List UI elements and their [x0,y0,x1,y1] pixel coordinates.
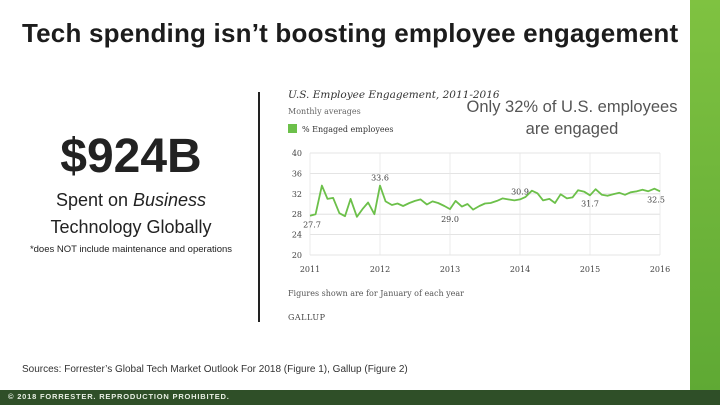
chart-title: U.S. Employee Engagement, 2011-2016 [288,89,500,101]
engagement-callout: Only 32% of U.S. employees are engaged [466,98,678,138]
chart-note: Figures shown are for January of each ye… [288,289,464,298]
copyright-text: © 2018 FORRESTER. REPRODUCTION PROHIBITE… [8,392,230,401]
spending-description-line2: Technology Globally [50,217,212,237]
spent-prefix: Spent on [55,190,133,210]
footnote: *does NOT include maintenance and operat… [29,244,233,255]
data-label: 33.6 [371,174,389,183]
data-label: 27.7 [303,221,321,230]
gallup-logo: GALLUP [288,313,326,322]
spent-emphasis: Business [133,190,207,210]
data-label: 32.5 [647,195,665,204]
x-tick-label: 2016 [650,265,670,274]
footer-bar: © 2018 FORRESTER. REPRODUCTION PROHIBITE… [0,390,720,405]
green-accent-bar [690,0,720,390]
spending-description-line1: Spent on Business [0,190,262,211]
y-tick-label: 32 [292,190,302,199]
y-tick-label: 40 [292,149,302,158]
stat-panel: $924B Spent on Business Technology Globa… [0,130,262,255]
y-tick-label: 28 [292,210,302,219]
x-tick-label: 2014 [510,265,530,274]
sources-note: Sources: Forrester’s Global Tech Market … [22,364,408,375]
legend-label: % Engaged employees [302,125,393,134]
engagement-chart: U.S. Employee Engagement, 2011-2016 Month… [288,89,670,322]
chart-subtitle: Monthly averages [288,107,361,116]
y-tick-label: 24 [292,231,302,240]
spending-amount: $924B [60,130,202,183]
data-label: 31.7 [581,199,599,208]
data-label: 29.0 [441,215,459,224]
series-line [309,184,661,218]
x-tick-label: 2015 [580,265,600,274]
x-tick-label: 2011 [300,265,320,274]
data-label: 30.9 [511,187,529,196]
slide-title: Tech spending isn’t boosting employee en… [22,18,679,48]
x-tick-label: 2012 [370,265,390,274]
x-tick-label: 2013 [440,265,460,274]
legend-swatch [288,124,297,133]
y-tick-label: 36 [292,169,302,178]
vertical-divider [258,92,260,322]
y-tick-label: 20 [292,251,302,260]
